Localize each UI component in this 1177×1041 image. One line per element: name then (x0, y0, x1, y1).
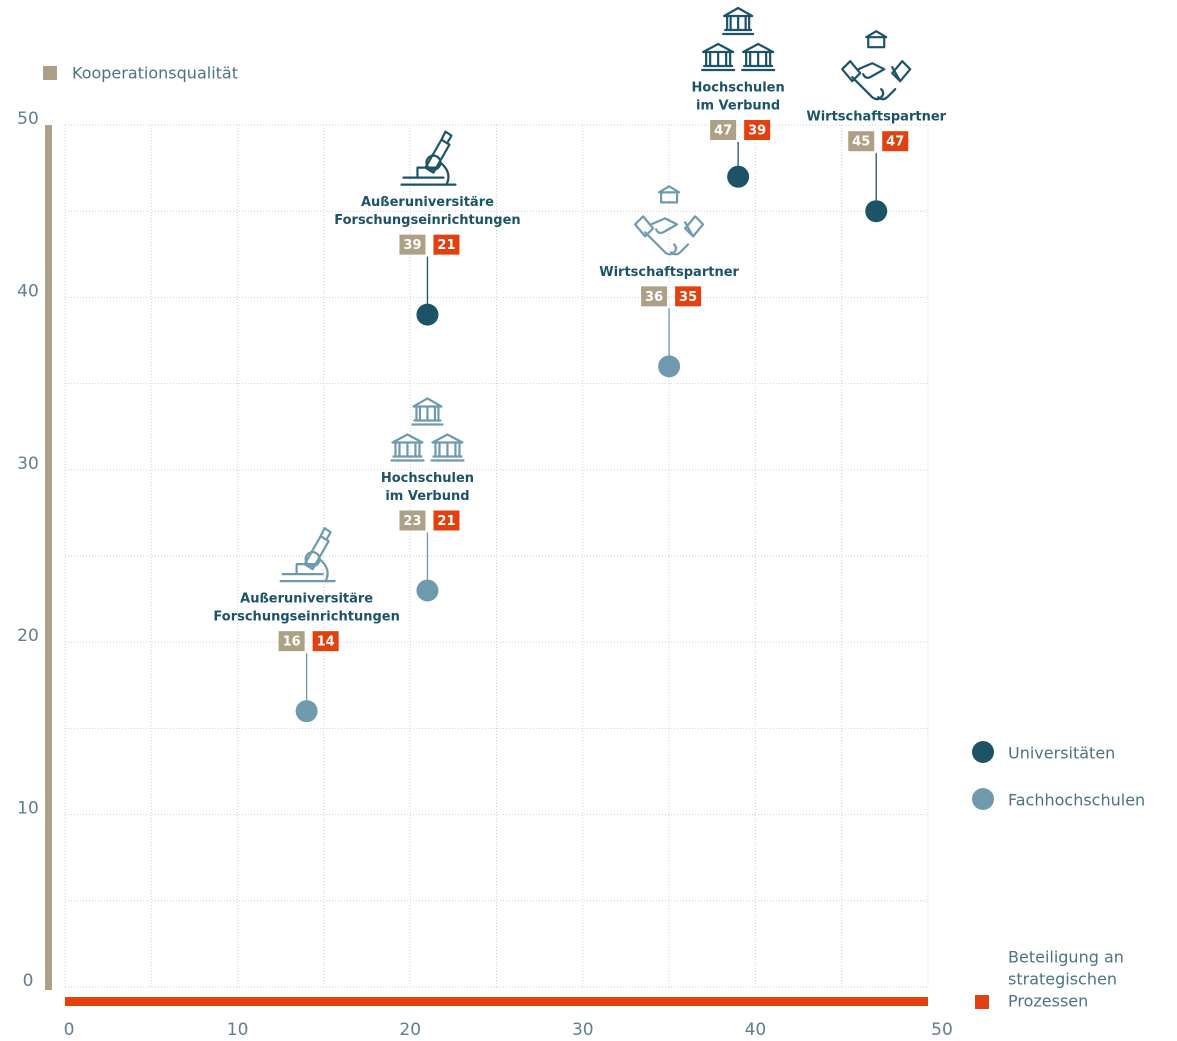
legend-label: Fachhochschulen (1008, 791, 1145, 810)
icon (430, 433, 465, 462)
x-axis-label: Beteiligung an (1008, 948, 1124, 967)
point-label: Hochschulen (381, 471, 474, 486)
y-tick-label: 50 (17, 109, 39, 129)
icon (701, 42, 736, 72)
x-tick-label: 20 (399, 1020, 421, 1040)
y-tick-label: 0 (23, 971, 34, 991)
x-value-label: 47 (886, 135, 904, 150)
point-label: Hochschulen (692, 81, 785, 96)
point-label: im Verbund (385, 489, 469, 504)
y-value-label: 47 (714, 124, 732, 139)
x-tick-label: 40 (745, 1020, 767, 1040)
x-value-label: 21 (437, 514, 455, 529)
label-box (710, 120, 737, 140)
y-value-label: 36 (645, 290, 663, 305)
point (295, 700, 318, 723)
y-value-label: 16 (283, 635, 301, 650)
y-axis-label: Kooperationsqualität (72, 64, 238, 83)
icon (400, 130, 457, 186)
icon (722, 6, 755, 36)
legend-marker (972, 741, 994, 763)
label-box (744, 120, 771, 140)
point (865, 200, 888, 223)
label-box (399, 510, 426, 531)
label-box (675, 286, 702, 307)
point-label: Wirtschaftspartner (599, 265, 739, 280)
point-label: Forschungseinrichtungen (213, 610, 399, 625)
point (416, 579, 439, 602)
point-label: Außeruniversitäre (361, 195, 494, 210)
ylabel-swatch (43, 66, 57, 80)
xlabel-swatch (975, 995, 989, 1009)
point (658, 355, 681, 378)
icon (741, 42, 776, 72)
icon (658, 185, 681, 204)
y-tick-label: 10 (17, 799, 39, 819)
x-value-label: 14 (317, 635, 335, 650)
y-tick-label: 20 (17, 626, 39, 646)
label-box (433, 510, 460, 531)
icon (634, 215, 705, 256)
icon (841, 60, 912, 101)
y-tick-label: 40 (17, 281, 39, 301)
x-value-label: 35 (679, 290, 697, 305)
label-box (399, 234, 426, 255)
point-label: Forschungseinrichtungen (334, 213, 520, 228)
x-axis-bar (65, 997, 928, 1006)
legend-label: Universitäten (1008, 744, 1115, 763)
icon (318, 558, 329, 583)
legend-marker (972, 788, 994, 810)
point (727, 165, 750, 188)
label-box (848, 131, 875, 152)
x-tick-label: 0 (64, 1020, 75, 1040)
label-box (641, 286, 668, 307)
x-tick-label: 50 (931, 1020, 953, 1040)
x-axis-label: Prozessen (1008, 992, 1088, 1011)
y-axis-bar (45, 125, 52, 990)
label-box (312, 631, 339, 652)
y-tick-label: 30 (17, 454, 39, 474)
y-value-label: 23 (403, 514, 421, 529)
x-tick-label: 10 (227, 1020, 249, 1040)
point-label: Wirtschaftspartner (806, 110, 946, 125)
icon (279, 527, 336, 583)
x-tick-label: 30 (572, 1020, 594, 1040)
icon (390, 433, 425, 462)
label-box (882, 131, 909, 152)
y-value-label: 45 (852, 135, 870, 150)
x-axis-label: strategischen (1008, 970, 1117, 989)
icon (865, 30, 888, 49)
point (416, 303, 439, 326)
x-value-label: 21 (437, 238, 455, 253)
point-label: im Verbund (696, 99, 780, 114)
x-value-label: 39 (748, 124, 766, 139)
y-value-label: 39 (403, 238, 421, 253)
point-label: Außeruniversitäre (240, 592, 373, 607)
icon (411, 397, 444, 426)
label-box (433, 234, 460, 255)
label-box (278, 631, 305, 652)
icon (439, 161, 450, 186)
